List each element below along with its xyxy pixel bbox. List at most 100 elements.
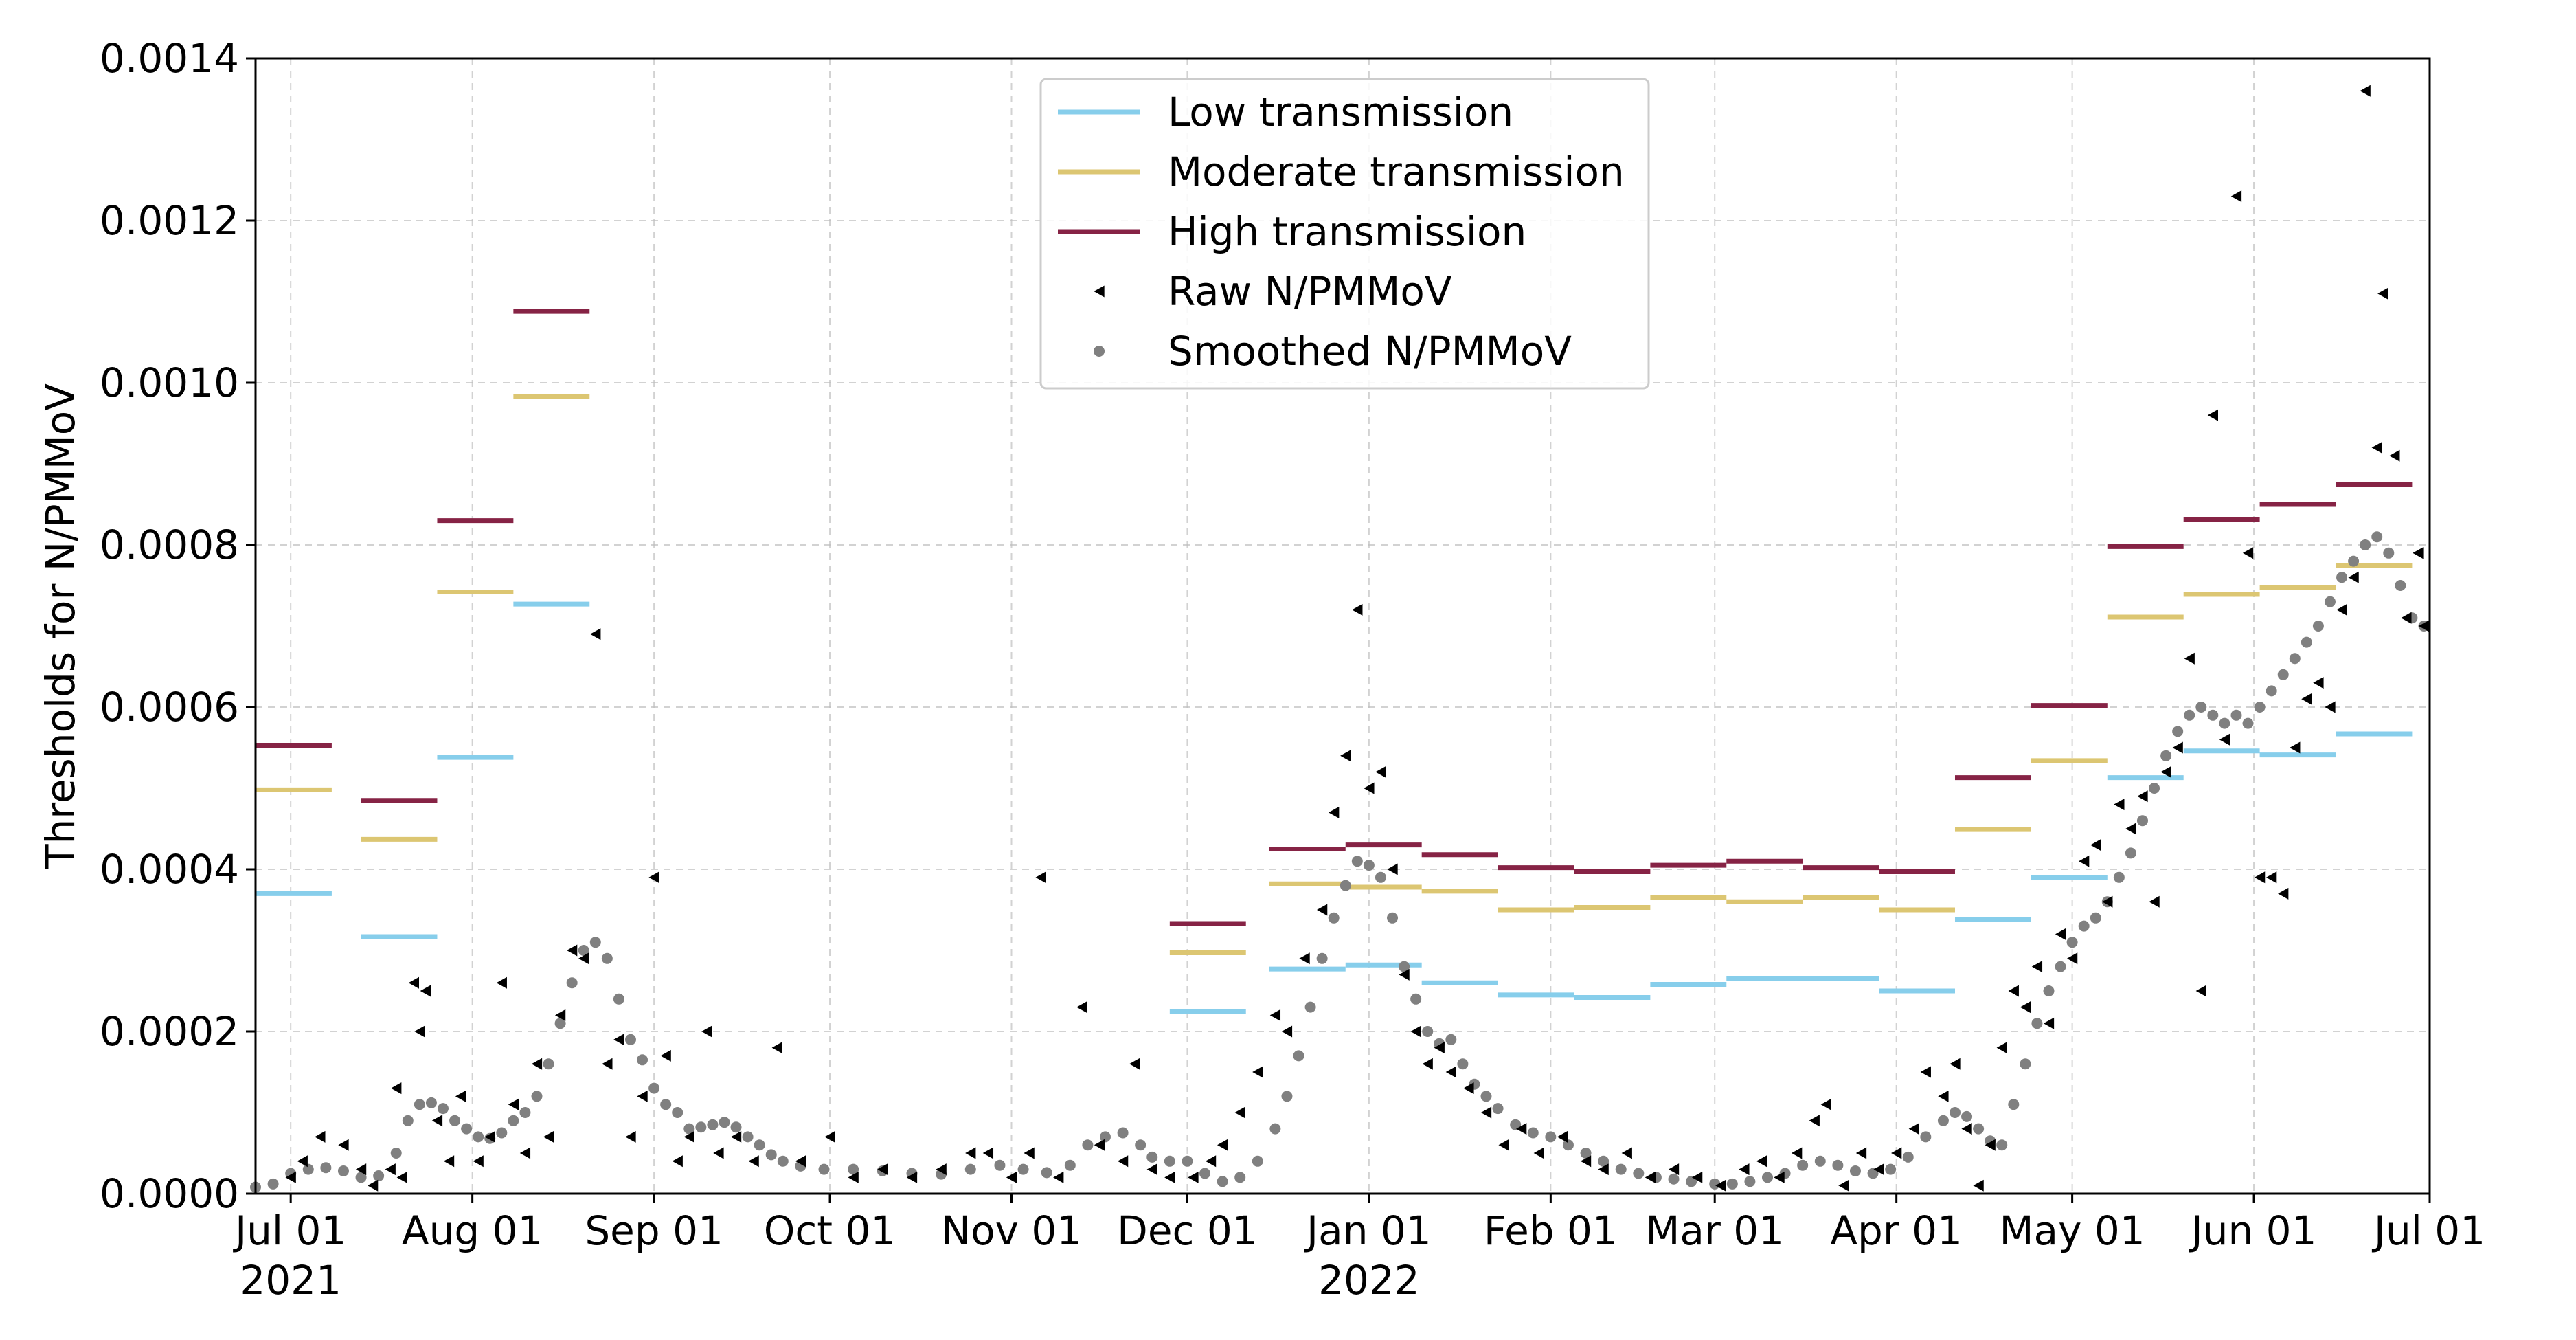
raw-point <box>1961 1123 1972 1135</box>
raw-point <box>1217 1139 1228 1151</box>
y-tick-label: 0.0002 <box>100 1008 239 1055</box>
smoothed-point <box>2277 669 2289 680</box>
raw-point <box>2031 961 2043 973</box>
raw-point <box>1580 1155 1592 1168</box>
smoothed-point <box>1920 1131 1932 1143</box>
smoothed-point <box>1387 912 1399 924</box>
raw-point <box>590 628 601 640</box>
smoothed-point <box>302 1163 314 1175</box>
raw-point <box>2254 871 2266 884</box>
raw-point <box>1434 1042 1445 1054</box>
raw-point <box>578 952 589 965</box>
raw-point <box>848 1171 859 1183</box>
smoothed-point <box>1199 1168 1211 1179</box>
raw-point <box>2149 895 2160 908</box>
y-tick-label: 0.0014 <box>100 35 239 82</box>
y-tick-label: 0.0008 <box>100 522 239 568</box>
smoothed-point <box>1269 1123 1281 1135</box>
smoothed-point <box>2066 937 2078 948</box>
smoothed-point <box>2360 539 2371 550</box>
raw-point <box>965 1147 976 1159</box>
raw-point <box>1445 1066 1456 1078</box>
y-axis-label: Thresholds for N/PMMoV <box>37 383 84 869</box>
smoothed-point <box>2043 985 2055 996</box>
raw-point <box>519 1147 531 1159</box>
raw-point <box>2184 652 2195 665</box>
smoothed-point <box>695 1121 707 1133</box>
raw-point <box>297 1155 308 1168</box>
raw-point <box>748 1155 759 1168</box>
raw-point <box>1480 1106 1492 1119</box>
raw-point <box>1774 1171 1785 1183</box>
smoothed-point <box>754 1139 765 1151</box>
smoothed-point <box>1135 1139 1146 1151</box>
smoothed-point <box>672 1107 683 1118</box>
smoothed-point <box>1761 1172 1773 1183</box>
smoothed-point <box>1340 880 1351 891</box>
raw-point <box>455 1090 466 1102</box>
smoothed-point <box>1849 1165 1861 1176</box>
raw-point <box>391 1082 402 1095</box>
raw-point <box>1516 1123 1527 1135</box>
legend-marker-raw <box>1094 285 1105 298</box>
raw-point <box>906 1171 918 1183</box>
smoothed-point <box>2172 726 2184 737</box>
smoothed-point <box>994 1159 1006 1171</box>
smoothed-point <box>2113 871 2125 883</box>
raw-point <box>484 1130 495 1143</box>
smoothed-point <box>531 1091 543 1102</box>
smoothed-point <box>719 1117 730 1128</box>
smoothed-point <box>777 1155 789 1167</box>
raw-point <box>1950 1058 1961 1070</box>
smoothed-point <box>1328 912 1340 924</box>
raw-point <box>1855 1147 1867 1159</box>
raw-point <box>1375 766 1386 778</box>
smoothed-point <box>1316 952 1328 964</box>
y-tick-label: 0.0000 <box>100 1170 239 1217</box>
legend-box <box>1039 78 1650 390</box>
raw-point <box>771 1042 782 1054</box>
smoothed-point <box>637 1054 648 1066</box>
raw-point <box>1094 1139 1105 1151</box>
smoothed-point <box>1744 1176 1756 1187</box>
x-tick-label: Jun 01 <box>2189 1207 2317 1254</box>
raw-point <box>1557 1130 1568 1143</box>
smoothed-point <box>473 1131 484 1143</box>
raw-point <box>1340 750 1351 762</box>
smoothed-point <box>2031 1018 2043 1029</box>
smoothed-point <box>707 1119 719 1130</box>
smoothed-point <box>2395 580 2406 591</box>
raw-point <box>2090 839 2101 851</box>
raw-point <box>2043 1017 2055 1029</box>
smoothed-point <box>660 1099 672 1110</box>
smoothed-point <box>1562 1139 1574 1151</box>
smoothed-point <box>1973 1123 1985 1135</box>
raw-point <box>396 1171 407 1183</box>
smoothed-point <box>402 1115 414 1126</box>
smoothed-point <box>390 1148 402 1159</box>
smoothed-point <box>1902 1151 1914 1163</box>
raw-point <box>531 1058 543 1070</box>
smoothed-point <box>1949 1107 1961 1118</box>
raw-point <box>2195 985 2206 997</box>
smoothed-point <box>2090 912 2101 924</box>
smoothed-point <box>1082 1139 1094 1151</box>
raw-point <box>1973 1179 1984 1192</box>
smoothed-point <box>2371 531 2383 543</box>
smoothed-point <box>648 1082 660 1094</box>
smoothed-point <box>2266 685 2277 697</box>
smoothed-point <box>2020 1058 2031 1070</box>
smoothed-point <box>2207 709 2219 721</box>
raw-point <box>683 1130 694 1143</box>
raw-point <box>2389 449 2400 462</box>
smoothed-point <box>1164 1155 1175 1167</box>
raw-point <box>1269 1009 1281 1021</box>
smoothed-point <box>1146 1151 1158 1163</box>
raw-point <box>2102 895 2113 908</box>
raw-point <box>2207 409 2219 421</box>
smoothed-point <box>1832 1159 1844 1171</box>
smoothed-point <box>2254 702 2266 713</box>
raw-point <box>1422 1058 1433 1070</box>
x-tick-label: Mar 01 <box>1645 1207 1784 1254</box>
